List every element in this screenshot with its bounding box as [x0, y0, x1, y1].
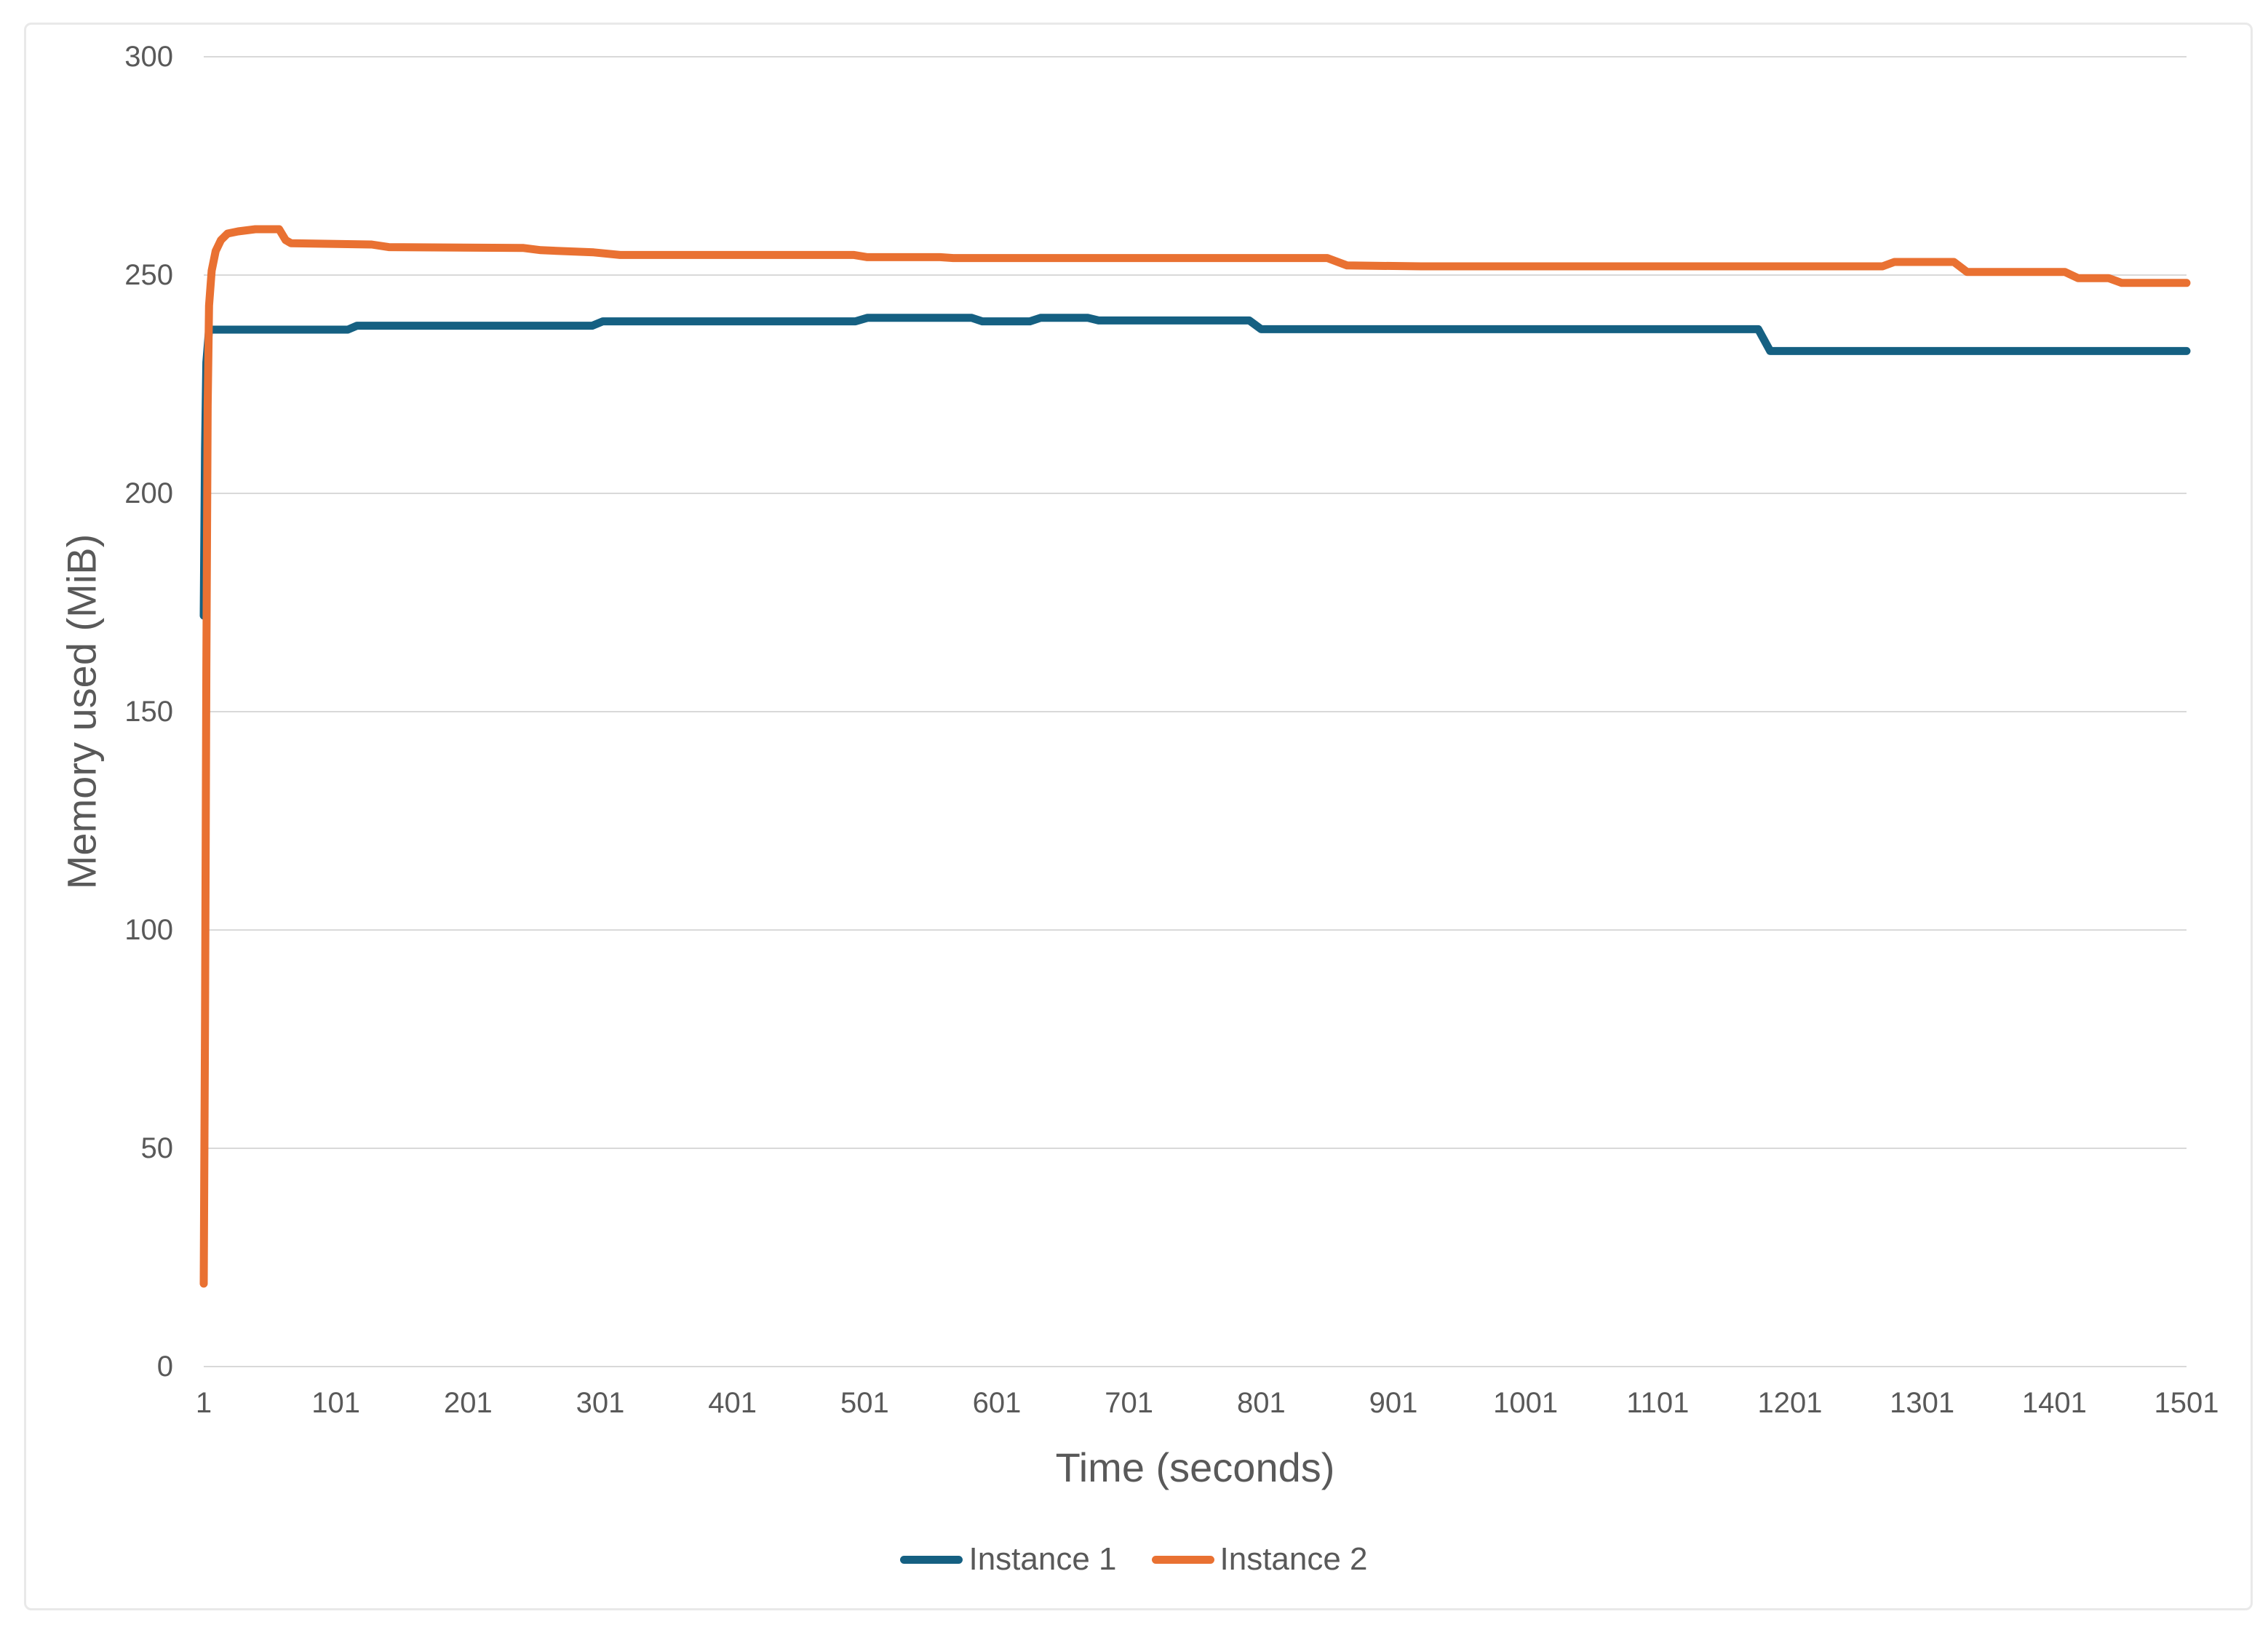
x-tick-label: 1301 — [1890, 1387, 1955, 1419]
x-tick-label: 901 — [1369, 1387, 1418, 1419]
legend-label-instance-2: Instance 2 — [1219, 1541, 1368, 1577]
instance-1-line-swatch — [900, 1555, 963, 1564]
y-tick-label: 250 — [124, 259, 173, 291]
chart-frame — [24, 23, 2253, 1610]
x-tick-label: 601 — [972, 1387, 1022, 1419]
x-tick-label: 1101 — [1626, 1387, 1690, 1419]
legend-label-instance-1: Instance 1 — [968, 1541, 1117, 1577]
x-axis-title: Time (seconds) — [1055, 1444, 1335, 1490]
x-tick-label: 1201 — [1757, 1387, 1823, 1419]
gridlines — [204, 56, 2187, 1367]
series-line-instance-2 — [199, 225, 2191, 1288]
legend-item-instance-2: Instance 2 — [1151, 1541, 1368, 1578]
x-tick-label: 1001 — [1493, 1387, 1559, 1419]
x-tick-label: 1401 — [2021, 1387, 2087, 1419]
y-tick-label: 300 — [124, 41, 173, 73]
y-tick-label: 0 — [156, 1351, 173, 1383]
y-tick-label: 50 — [140, 1132, 174, 1164]
y-axis-title: Memory used (MiB) — [58, 533, 105, 890]
x-tick-label: 101 — [311, 1387, 361, 1419]
x-tick-label: 201 — [443, 1387, 493, 1419]
x-tick-label: 501 — [840, 1387, 889, 1419]
x-tick-label: 801 — [1236, 1387, 1286, 1419]
y-tick-label: 100 — [124, 914, 173, 946]
x-tick-label: 1 — [195, 1387, 212, 1419]
x-tick-label: 1501 — [2154, 1387, 2219, 1419]
series-line-instance-1 — [199, 314, 2191, 620]
x-tick-label: 401 — [708, 1387, 757, 1419]
x-tick-label: 301 — [576, 1387, 625, 1419]
x-tick-label: 701 — [1105, 1387, 1154, 1419]
legend: Instance 1 Instance 2 — [0, 1541, 2268, 1578]
legend-item-instance-1: Instance 1 — [900, 1541, 1117, 1578]
series-lines — [199, 225, 2191, 1288]
y-tick-label: 150 — [124, 696, 173, 728]
instance-2-line-swatch — [1151, 1555, 1214, 1564]
y-tick-label: 200 — [124, 477, 173, 509]
